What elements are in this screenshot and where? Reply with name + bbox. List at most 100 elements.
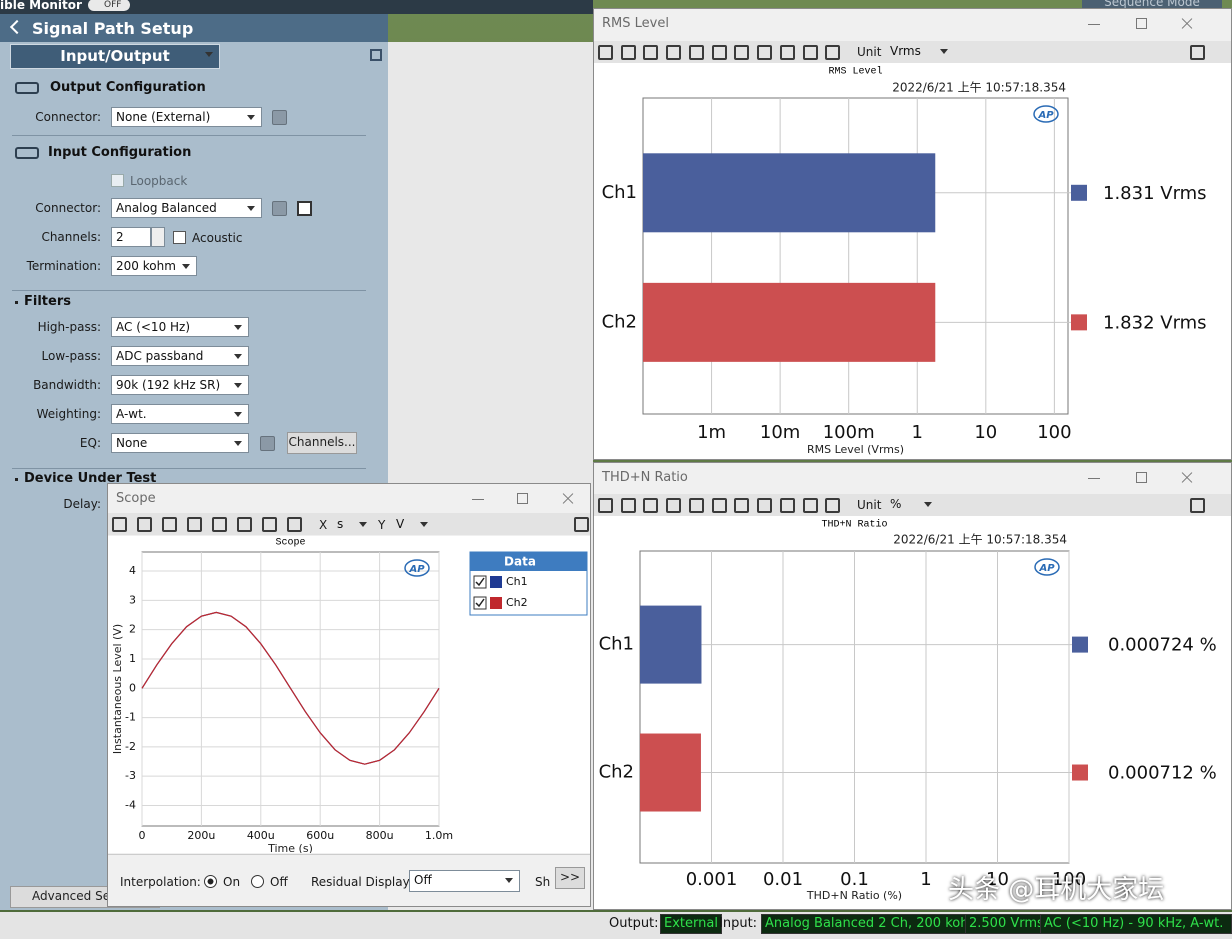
y-tick-label: -2 [125,740,136,753]
radio-on-label: On [223,875,241,889]
close-button[interactable] [561,492,575,506]
toolbar-icon[interactable] [711,45,727,60]
toolbar-icon[interactable] [825,45,841,60]
monitor-label: ible Monitor [0,0,82,12]
field-label: Termination: [26,259,101,273]
channels-input[interactable]: 2 [111,227,151,247]
y-tick-label: -3 [125,769,136,782]
toolbar-icon[interactable] [825,498,841,513]
toolbar-icon[interactable] [598,498,613,513]
radio-off[interactable] [251,875,264,888]
toolbar-icon[interactable] [779,45,795,60]
logo-text: AP [1037,110,1054,121]
dropdown[interactable]: A-wt. [111,404,249,424]
dropdown[interactable]: None (External) [111,107,262,127]
dropdown[interactable]: AC (<10 Hz) [111,317,249,337]
export-icon[interactable] [1190,498,1205,513]
maximize-button[interactable] [517,493,528,504]
toolbar-icon[interactable] [620,498,636,513]
dropdown[interactable]: 90k (192 kHz SR) [111,375,249,395]
logo [1034,558,1060,576]
toolbar-icon[interactable] [688,45,704,60]
sequence-mode[interactable]: Sequence Mode [1082,0,1222,9]
settings-button[interactable] [272,201,287,216]
toolbar-icon[interactable] [643,45,659,60]
logo-text: AP [408,564,425,575]
dropdown[interactable]: 200 kohm [111,256,197,276]
legend-swatch [490,597,502,609]
legend-title: Data [504,555,536,569]
toolbar-icon[interactable] [643,498,659,513]
acoustic-checkbox[interactable] [173,231,186,244]
minimize-button[interactable] [1088,24,1100,25]
toolbar-icon[interactable] [137,517,152,532]
loopback-checkbox[interactable] [111,174,124,187]
legend-swatch [1071,184,1087,201]
unit-label: Unit [857,45,882,59]
residual-dropdown[interactable]: Off [409,870,520,892]
toolbar-icon[interactable] [666,498,682,513]
toolbar-icon[interactable] [287,517,302,532]
dropdown[interactable]: ADC passband [111,346,249,366]
toolbar-icon[interactable] [802,498,818,513]
x-unit-dropdown[interactable]: s [333,515,373,535]
toolbar-icon[interactable] [779,498,795,513]
dropdown[interactable]: Analog Balanced [111,198,262,218]
toolbar-icon[interactable] [620,45,636,60]
unit-label: Unit [857,498,882,512]
close-button[interactable] [1180,17,1194,31]
toolbar-icon[interactable] [688,498,704,513]
x-tick-label: 100 [1037,422,1071,443]
toolbar-icon[interactable] [757,45,773,60]
toolbar-icon[interactable] [734,498,750,513]
settings-button[interactable] [260,436,275,451]
export-icon[interactable] [574,517,589,532]
unit-dropdown[interactable]: % [886,495,938,515]
channels-button[interactable]: Channels... [287,432,357,454]
toolbar-icon[interactable] [711,498,727,513]
chart-title: THD+N Ratio [821,519,887,531]
watermark: 头条 @耳机大家坛 [948,875,1165,905]
legend-checkbox[interactable] [473,596,487,610]
info-button[interactable] [297,201,312,216]
status-filter: AC (<10 Hz) - 90 kHz, A-wt. [1040,914,1232,934]
toolbar-icon[interactable] [237,517,252,532]
y-unit-dropdown[interactable]: V [392,515,434,535]
category-label: Ch1 [599,634,634,655]
toolbar-icon[interactable] [162,517,177,532]
x-tick-label: 0.1 [840,869,869,890]
section-heading: Input Configuration [48,145,192,160]
section-heading: Filters [24,294,71,309]
dropdown[interactable]: None [111,433,249,453]
io-selector[interactable]: Input/Output [10,44,220,69]
radio-on[interactable] [204,875,217,888]
bar [643,282,936,362]
toolbar-icon[interactable] [212,517,227,532]
more-button[interactable]: >> [555,867,585,889]
logo-text: AP [1038,563,1055,574]
legend-checkbox[interactable] [473,575,487,589]
maximize-button[interactable] [1136,472,1147,483]
field-label: Connector: [35,110,101,124]
y-tick-label: 1 [129,652,136,665]
unit-dropdown[interactable]: Vrms [886,42,954,62]
channels-spinner[interactable] [151,227,165,247]
y-tick-label: 2 [129,623,136,636]
toolbar-icon[interactable] [112,517,127,532]
toolbar-icon[interactable] [734,45,750,60]
toolbar-icon[interactable] [598,45,613,60]
toolbar-icon[interactable] [802,45,818,60]
close-button[interactable] [1180,471,1194,485]
export-icon[interactable] [1190,45,1205,60]
maximize-button[interactable] [1136,18,1147,29]
value-label: 1.831 Vrms [1103,183,1207,204]
toolbar-icon[interactable] [262,517,277,532]
toolbar-icon[interactable] [666,45,682,60]
toolbar-icon[interactable] [757,498,773,513]
toolbar-icon[interactable] [187,517,202,532]
minimize-button[interactable] [472,499,484,500]
minimize-button[interactable] [1088,478,1100,479]
status-input: Analog Balanced 2 Ch, 200 kohm [761,914,986,934]
monitor-toggle[interactable]: OFF [88,0,130,11]
settings-button[interactable] [272,110,287,125]
